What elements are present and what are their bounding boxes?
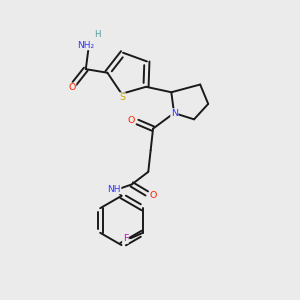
- Text: F: F: [123, 234, 128, 243]
- Text: O: O: [68, 83, 76, 92]
- Text: N: N: [171, 109, 178, 118]
- Text: O: O: [150, 191, 157, 200]
- Text: NH: NH: [107, 185, 121, 194]
- Text: NH₂: NH₂: [77, 40, 94, 50]
- Text: O: O: [127, 116, 134, 125]
- Text: S: S: [119, 93, 125, 102]
- Text: H: H: [94, 30, 101, 39]
